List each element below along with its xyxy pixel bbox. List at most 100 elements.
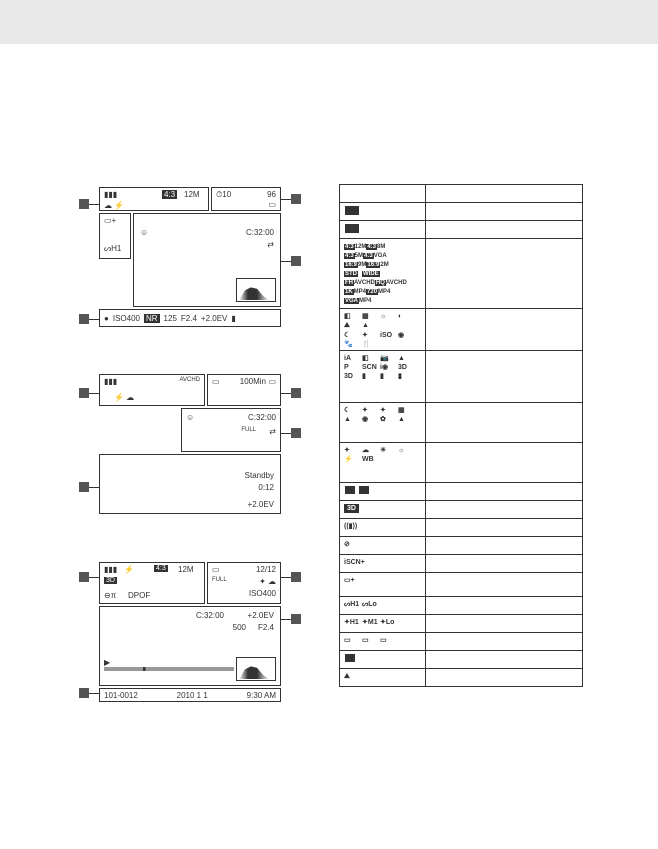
table-row — [340, 221, 583, 239]
cell-desc — [426, 519, 583, 537]
cell-size: 4:312M4:38M4:35M4:3VGA16:99M16:92MSTDWID… — [340, 239, 426, 309]
date-label: 2010 1 1 — [177, 691, 208, 700]
cell-desc — [426, 443, 583, 483]
count-label: 96 — [267, 190, 276, 199]
cell-overlay: ▭+ — [340, 573, 426, 597]
cell-desc — [426, 221, 583, 239]
wb-icon: ✦ ☁ — [259, 577, 276, 586]
cell-sharp: ᔕH1ᔕLo — [340, 597, 426, 615]
af-dot: ● — [104, 314, 109, 323]
standby-label: Standby — [245, 471, 274, 480]
table-row: ✦H1✦M1✦Lo — [340, 615, 583, 633]
mp-label: 12M — [178, 565, 194, 574]
p1-block-d: ☺ C:32:00 ⇄ — [133, 213, 281, 307]
table-row: ⛰ — [340, 669, 583, 687]
table-row — [340, 203, 583, 221]
top-header-bar — [0, 0, 658, 44]
megapixel-label: 12M — [184, 190, 200, 199]
table-row — [340, 651, 583, 669]
cell-3d: 3D — [340, 501, 426, 519]
playback-bar — [104, 667, 234, 671]
card-icon: ▭ — [268, 200, 276, 209]
cell-bracket — [340, 651, 426, 669]
table-row: ᔕH1ᔕLo — [340, 597, 583, 615]
cell-desc — [426, 309, 583, 351]
table-row: 4:312M4:38M4:35M4:3VGA16:99M16:92MSTDWID… — [340, 239, 583, 309]
cell-warn: ⊘ — [340, 537, 426, 555]
p3-bottom-bar: 101-0012 2010 1 1 9:30 AM — [99, 688, 281, 702]
cell-battery — [340, 203, 426, 221]
p3-block-b: ▭ 12/12 FULL ✦ ☁ ISO400 — [207, 562, 281, 604]
end-block: ▮ — [231, 314, 235, 323]
p3-block-c: C:32:00 +2.0EV 500 F2.4 ▶ — [99, 606, 281, 686]
p3-block-a: ▮▮▮ 4:3 12M ⚡ 3D ⊖π DPOF — [99, 562, 205, 604]
card-icon: ▭ — [268, 377, 276, 386]
histogram — [236, 657, 276, 681]
ev-label: +2.0EV — [248, 500, 274, 509]
arrows-icon: ⇄ — [267, 240, 274, 249]
p1-block-c: ▭+ ᔕH1 — [99, 213, 131, 259]
iso-label: ISO400 — [113, 314, 140, 323]
display-panel-2: ▮▮▮ AVCHD ⚡ ☁ ▭ 100Min ▭ ☺ C:32:00 FULL … — [99, 374, 281, 514]
cell-desc — [426, 483, 583, 501]
full-label: FULL — [241, 427, 256, 433]
flash-icon: ☁ ⚡ — [104, 201, 124, 210]
smile-icon: ☺ — [186, 413, 194, 422]
count-label: 12/12 — [256, 565, 276, 574]
cell-desc — [426, 501, 583, 519]
folder-label: 101-0012 — [104, 691, 138, 700]
table-header-desc — [426, 185, 583, 203]
error-code: C:32:00 — [196, 611, 224, 620]
cell-scene: ◧▦☼◐⛰▲☾✦iSO◉🐾🍴 — [340, 309, 426, 351]
table-row: ✦☁☀☼⚡WB — [340, 443, 583, 483]
avchd-label: AVCHD — [179, 377, 200, 383]
p1-block-b: ⏱10 96 ▭ — [211, 187, 281, 211]
histogram — [236, 278, 276, 302]
cell-wb: ✦☁☀☼⚡WB — [340, 443, 426, 483]
cell-card — [340, 221, 426, 239]
ev-label: +2.0EV — [201, 314, 227, 323]
error-code: C:32:00 — [248, 413, 276, 422]
marker-line — [281, 393, 291, 394]
cell-desc — [426, 203, 583, 221]
marker-2d — [291, 428, 301, 438]
cell-sat: ✦H1✦M1✦Lo — [340, 615, 426, 633]
p2-block-a: ▮▮▮ AVCHD ⚡ ☁ — [99, 374, 205, 406]
table-header-icons — [340, 185, 426, 203]
table-row: 3D — [340, 501, 583, 519]
cell-desc — [426, 633, 583, 651]
cell-burst: ▭▭▭ — [340, 633, 426, 651]
marker-2b — [79, 482, 89, 492]
page-content: ▮▮▮ 4:3 12M ☁ ⚡ ⏱10 96 ▭ ▭+ ᔕH1 ☺ C:32:0… — [0, 44, 658, 849]
marker-3a — [79, 572, 89, 582]
battery-icon: ▮▮▮ — [104, 190, 117, 199]
bolt-icon: ⚡ — [124, 565, 134, 574]
cell-mode: iA◧📷▲PSCNi◉3D3D▮▮▮ — [340, 351, 426, 403]
dpof-label: DPOF — [128, 591, 150, 600]
marker-1c — [291, 194, 301, 204]
table-row — [340, 185, 583, 203]
cell-desc — [426, 537, 583, 555]
timer-label: ⏱10 — [216, 190, 231, 200]
sharpness-label: ᔕH1 — [104, 244, 121, 253]
battery-icon: ▮▮▮ — [104, 565, 117, 574]
lock-icon: ⊖π — [104, 591, 116, 600]
cell-last: ⛰ — [340, 669, 426, 687]
aperture-label: F2.4 — [181, 314, 197, 323]
marker-line — [281, 577, 291, 578]
marker-line — [281, 199, 291, 200]
frame-icon: ▭+ — [104, 216, 116, 225]
marker-line — [281, 261, 291, 262]
p1-block-a: ▮▮▮ 4:3 12M ☁ ⚡ — [99, 187, 209, 211]
ev-label: +2.0EV — [248, 611, 274, 620]
cell-iscn: iSCN+ — [340, 555, 426, 573]
cell-desc — [426, 597, 583, 615]
table-row: ◧▦☼◐⛰▲☾✦iSO◉🐾🍴 — [340, 309, 583, 351]
marker-3d — [291, 614, 301, 624]
arrows-icon: ⇄ — [269, 427, 276, 436]
table-row: ⊘ — [340, 537, 583, 555]
cell-desc — [426, 403, 583, 443]
marker-2a — [79, 388, 89, 398]
marker-1d — [291, 256, 301, 266]
cell-desc — [426, 239, 583, 309]
